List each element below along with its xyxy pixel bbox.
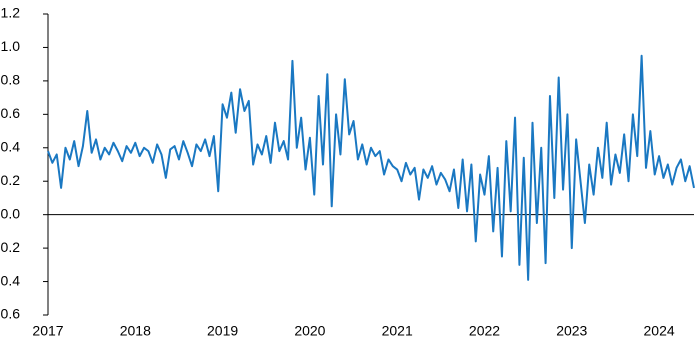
y-tick-label: 1.0: [1, 38, 21, 54]
y-tick-label: 0.6: [1, 105, 21, 121]
x-tick-label: 2021: [382, 323, 413, 339]
y-tick-label: 1.2: [1, 5, 21, 21]
x-tick-label: 2023: [556, 323, 587, 339]
x-tick-label: 2020: [294, 323, 325, 339]
x-tick-label: 2022: [469, 323, 500, 339]
y-tick-label: -0.4: [0, 272, 20, 288]
x-tick-label: 2019: [207, 323, 238, 339]
y-tick-label: -0.2: [0, 239, 20, 255]
data-line: [47, 54, 695, 281]
y-tick-label: -0.6: [0, 306, 20, 322]
x-tick-label: 2017: [32, 323, 63, 339]
x-tick-label: 2024: [644, 323, 675, 339]
y-tick-label: 0.4: [1, 138, 21, 154]
y-tick-label: 0.0: [1, 205, 21, 221]
x-tick-label: 2018: [120, 323, 151, 339]
y-tick-label: 0.2: [1, 172, 21, 188]
y-tick-label: 0.8: [1, 72, 21, 88]
